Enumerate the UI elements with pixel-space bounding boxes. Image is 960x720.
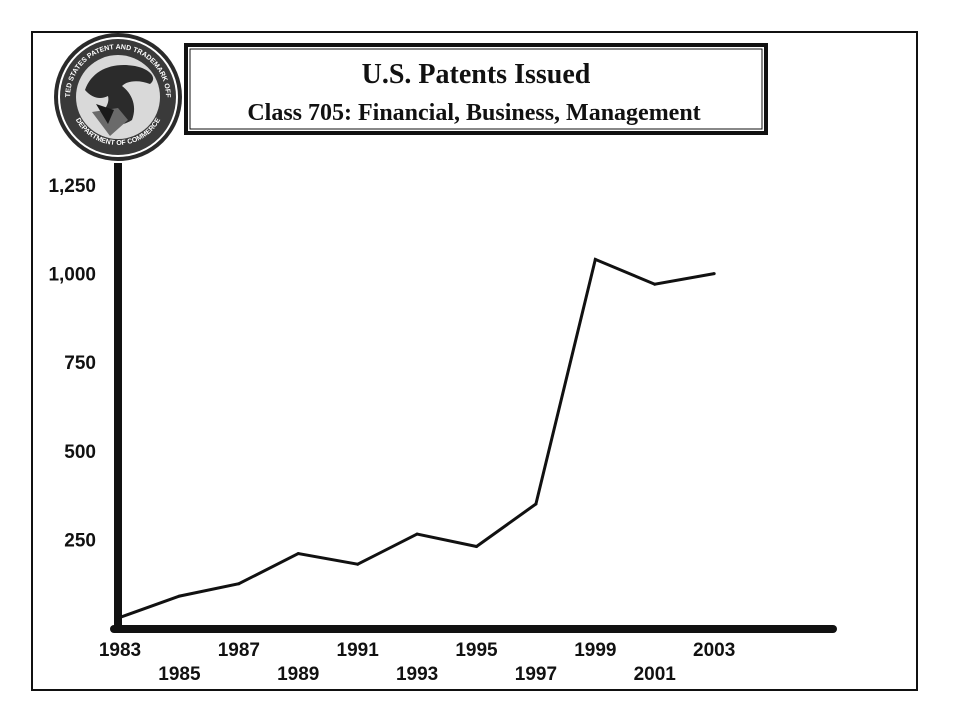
data-point-1999 xyxy=(593,257,597,261)
title-box: U.S. Patents Issued Class 705: Financial… xyxy=(184,43,768,135)
data-point-1993 xyxy=(415,532,419,536)
x-tick-label-1987: 1987 xyxy=(218,640,260,661)
data-point-1991 xyxy=(356,562,360,566)
y-tick-label-250: 250 xyxy=(64,530,96,551)
x-tick-label-2003: 2003 xyxy=(693,640,735,661)
x-tick-label-1999: 1999 xyxy=(574,640,616,661)
chart-title: U.S. Patents Issued xyxy=(362,59,591,90)
x-tick-label-1991: 1991 xyxy=(337,640,380,661)
data-point-1983 xyxy=(118,615,122,619)
data-point-2003 xyxy=(712,272,716,276)
data-point-1985 xyxy=(177,594,181,598)
data-point-1989 xyxy=(296,552,300,556)
data-point-1987 xyxy=(237,582,241,586)
y-tick-labels: 250 500 750 1,000 1,250 xyxy=(48,176,96,551)
data-point-2001 xyxy=(653,282,657,286)
x-tick-label-2001: 2001 xyxy=(634,664,677,685)
x-tick-label-1993: 1993 xyxy=(396,664,438,685)
y-tick-label-500: 500 xyxy=(64,442,96,463)
uspto-seal-icon: UNITED STATES PATENT AND TRADEMARK OFFIC… xyxy=(0,0,182,161)
x-tick-label-1989: 1989 xyxy=(277,664,319,685)
x-tick-label-1985: 1985 xyxy=(158,664,201,685)
x-tick-label-1983: 1983 xyxy=(99,640,141,661)
y-tick-label-750: 750 xyxy=(64,353,96,374)
data-point-1997 xyxy=(534,502,538,506)
chart-frame xyxy=(31,31,918,691)
y-tick-label-1250: 1,250 xyxy=(48,176,96,197)
x-tick-labels: 1983 1987 1991 1995 1999 2003 1985 1989 1993 1997… xyxy=(99,640,735,685)
x-tick-label-1995: 1995 xyxy=(455,640,498,661)
chart-subtitle: Class 705: Financial, Business, Manageme… xyxy=(247,100,700,126)
series-line-0 xyxy=(119,257,715,619)
series xyxy=(118,257,716,619)
y-tick-label-1000: 1,000 xyxy=(48,265,96,286)
data-point-1995 xyxy=(475,544,478,548)
x-tick-label-1997: 1997 xyxy=(515,664,557,685)
